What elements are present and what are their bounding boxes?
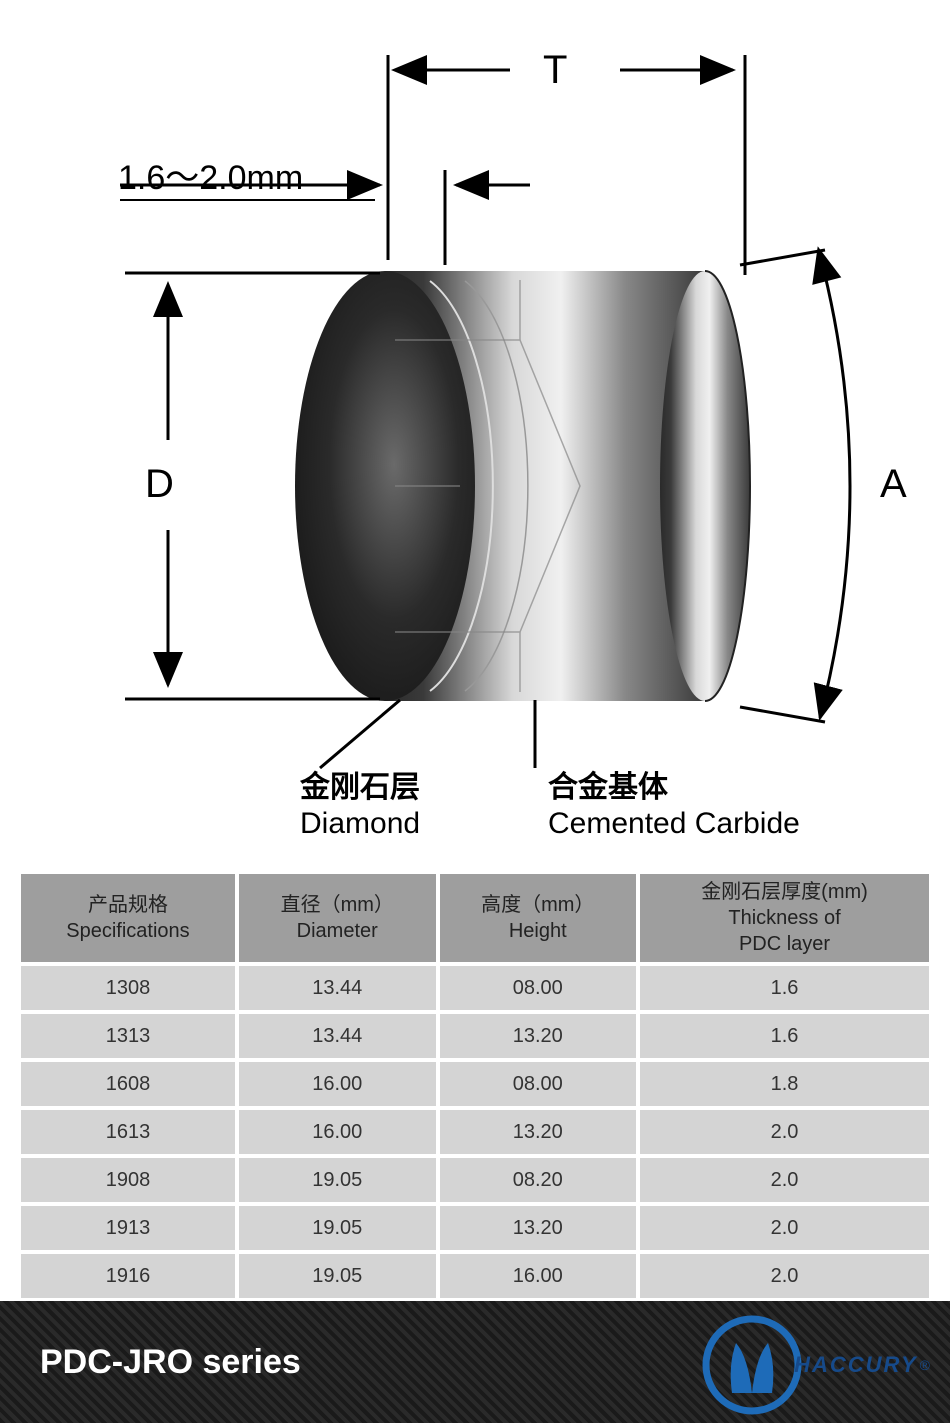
table-cell: 2.0 — [640, 1110, 929, 1154]
label-carbide: 合金基体 Cemented Carbide — [548, 770, 800, 842]
footer-bar: PDC-JRO series HACCURY ® — [0, 1301, 950, 1423]
table-cell: 1916 — [21, 1254, 235, 1298]
brand-logo: HACCURY ® — [702, 1315, 930, 1415]
label-t: T — [543, 48, 567, 93]
table-cell: 13.20 — [440, 1110, 637, 1154]
spec-en: Specifications — [21, 918, 235, 944]
table-cell: 2.0 — [640, 1158, 929, 1202]
brand-name: HACCURY — [794, 1352, 918, 1378]
table-cell: 1313 — [21, 1014, 235, 1058]
table-cell: 2.0 — [640, 1254, 929, 1298]
table-cell: 13.44 — [239, 966, 436, 1010]
table-cell: 13.44 — [239, 1014, 436, 1058]
label-thickness-range: 1.6～2.0mm — [118, 150, 303, 199]
table-cell: 1308 — [21, 966, 235, 1010]
table-cell: 16.00 — [239, 1062, 436, 1106]
t-cn: 金刚石层厚度(mm) — [640, 879, 929, 905]
diagram-svg — [0, 0, 950, 870]
table-cell: 13.20 — [440, 1014, 637, 1058]
table-row: 191319.0513.202.0 — [21, 1206, 929, 1250]
carbide-cn: 合金基体 — [548, 770, 800, 806]
dia-cn: 直径（mm） — [239, 892, 436, 918]
table-cell: 08.00 — [440, 1062, 637, 1106]
table-cell: 1908 — [21, 1158, 235, 1202]
label-a: A — [880, 462, 907, 507]
table-cell: 16.00 — [239, 1110, 436, 1154]
t-en1: Thickness of — [640, 905, 929, 931]
diamond-en: Diamond — [300, 806, 420, 842]
table-row: 191619.0516.002.0 — [21, 1254, 929, 1298]
table-row: 131313.4413.201.6 — [21, 1014, 929, 1058]
table-cell: 19.05 — [239, 1158, 436, 1202]
table-cell: 1.8 — [640, 1062, 929, 1106]
col-spec: 产品规格 Specifications — [21, 874, 235, 962]
table-cell: 1613 — [21, 1110, 235, 1154]
table-header-row: 产品规格 Specifications 直径（mm） Diameter 高度（m… — [21, 874, 929, 962]
diamond-cn: 金刚石层 — [300, 770, 420, 806]
registered-icon: ® — [920, 1357, 930, 1373]
label-diamond: 金刚石层 Diamond — [300, 770, 420, 842]
table-cell: 19.05 — [239, 1206, 436, 1250]
table-cell: 1608 — [21, 1062, 235, 1106]
h-en: Height — [440, 918, 637, 944]
spec-table: 产品规格 Specifications 直径（mm） Diameter 高度（m… — [17, 870, 933, 1302]
series-title: PDC-JRO series — [40, 1343, 301, 1382]
table-cell: 19.05 — [239, 1254, 436, 1298]
table-cell: 1.6 — [640, 1014, 929, 1058]
h-cn: 高度（mm） — [440, 892, 637, 918]
spec-cn: 产品规格 — [21, 892, 235, 918]
col-thick: 金刚石层厚度(mm) Thickness of PDC layer — [640, 874, 929, 962]
t-en2: PDC layer — [640, 931, 929, 957]
table-cell: 1.6 — [640, 966, 929, 1010]
table-cell: 1913 — [21, 1206, 235, 1250]
table-cell: 08.00 — [440, 966, 637, 1010]
carbide-en: Cemented Carbide — [548, 806, 800, 842]
table-row: 160816.0008.001.8 — [21, 1062, 929, 1106]
table-body: 130813.4408.001.6131313.4413.201.6160816… — [21, 966, 929, 1298]
logo-icon — [702, 1315, 802, 1415]
label-d: D — [145, 462, 174, 507]
table-cell: 16.00 — [440, 1254, 637, 1298]
col-height: 高度（mm） Height — [440, 874, 637, 962]
table-row: 190819.0508.202.0 — [21, 1158, 929, 1202]
table-cell: 08.20 — [440, 1158, 637, 1202]
table-cell: 13.20 — [440, 1206, 637, 1250]
table-cell: 2.0 — [640, 1206, 929, 1250]
technical-diagram: T 1.6～2.0mm D A 金刚石层 Diamond 合金基体 Cement… — [0, 0, 950, 870]
table-row: 130813.4408.001.6 — [21, 966, 929, 1010]
table-row: 161316.0013.202.0 — [21, 1110, 929, 1154]
col-dia: 直径（mm） Diameter — [239, 874, 436, 962]
dia-en: Diameter — [239, 918, 436, 944]
